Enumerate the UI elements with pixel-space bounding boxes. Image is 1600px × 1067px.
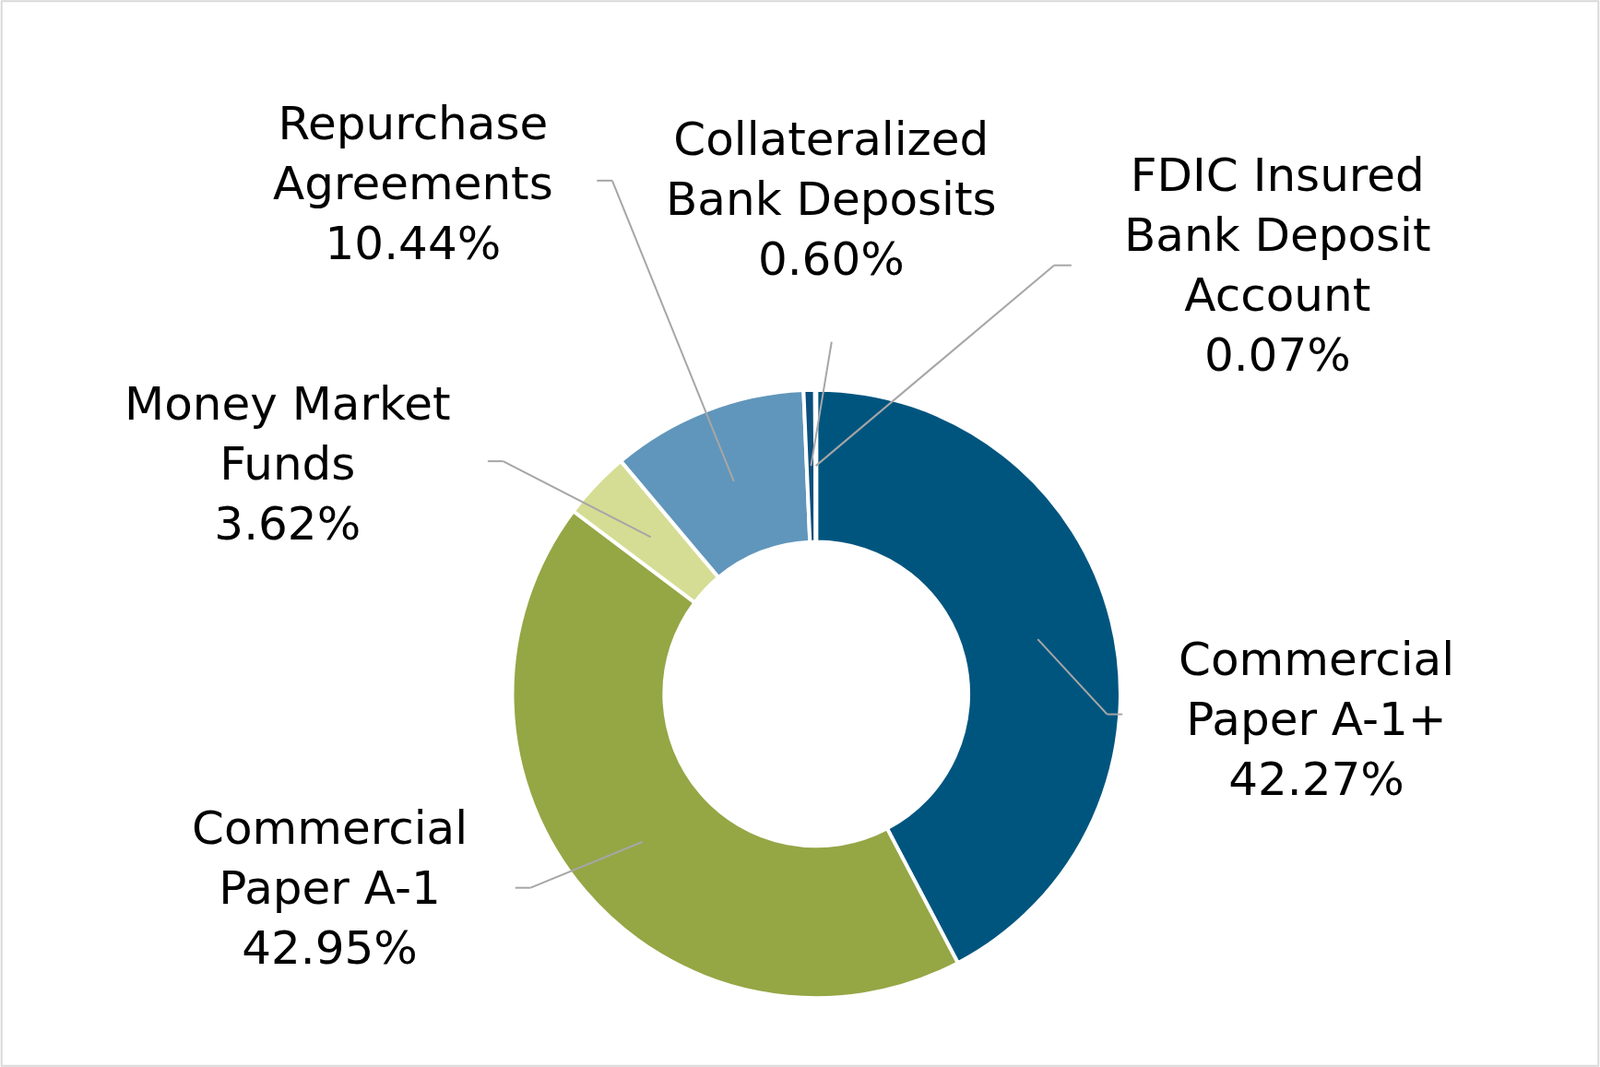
svg-text:RepurchaseAgreements10.44%: RepurchaseAgreements10.44% xyxy=(272,96,554,271)
svg-text:CommercialPaper A-142.95%: CommercialPaper A-142.95% xyxy=(191,801,468,975)
svg-text:CommercialPaper A-1+42.27%: CommercialPaper A-1+42.27% xyxy=(1178,632,1455,806)
svg-text:CollateralizedBank Deposits0.6: CollateralizedBank Deposits0.60% xyxy=(665,112,997,286)
svg-text:Money MarketFunds3.62%: Money MarketFunds3.62% xyxy=(124,377,451,551)
svg-text:FDIC InsuredBank DepositAccoun: FDIC InsuredBank DepositAccount0.07% xyxy=(1124,148,1432,382)
